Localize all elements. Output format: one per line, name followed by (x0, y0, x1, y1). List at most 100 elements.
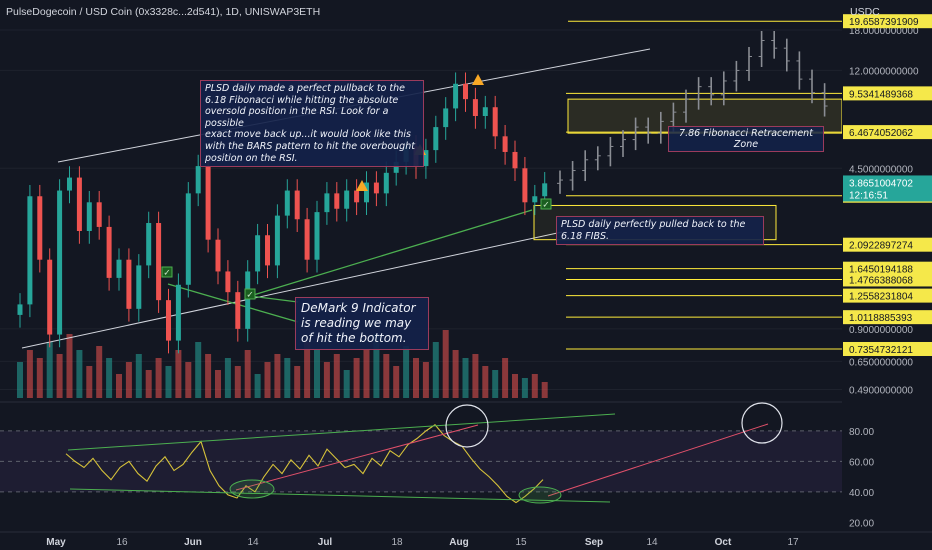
fib-price-label: 1.6450194188 (849, 265, 913, 276)
fib-price-label: 1.4766388068 (849, 275, 913, 286)
warning-signal-icon (472, 74, 484, 85)
candle (472, 99, 478, 117)
buy-signal-marker (540, 198, 552, 210)
rsi-pane (0, 402, 842, 504)
fib-price-tag (843, 86, 932, 101)
volume-bar (274, 354, 281, 398)
currency-label: USDC (850, 6, 880, 18)
rsi-tick-label: 60.00 (849, 457, 874, 468)
check-icon: ✓ (246, 291, 254, 301)
time-tick-label: Aug (449, 537, 468, 548)
candle (522, 168, 528, 203)
volume-bar (106, 358, 113, 398)
candle (57, 190, 63, 335)
fib-price-tag (843, 237, 932, 252)
fib-price-tag (843, 261, 932, 276)
volume-bar (56, 354, 63, 398)
price-tick-label: 0.4900000000 (849, 386, 913, 397)
candle (106, 226, 112, 278)
volume-bar (195, 342, 202, 398)
price-axis[interactable]: 18.0000000000 12.0000000000 4.5000000000 0.… (842, 0, 932, 550)
time-tick-label: Jul (318, 537, 333, 548)
volume-bar (46, 342, 53, 398)
bottom-connector (249, 209, 533, 297)
volume-bar (323, 362, 330, 398)
candle (265, 235, 270, 266)
rsi-lower-trendline (69, 488, 611, 503)
time-tick-label: Sep (585, 537, 603, 548)
volume-bar (36, 358, 43, 398)
rsi-tick-label: 40.00 (849, 488, 874, 499)
check-icon: ✓ (163, 269, 171, 279)
candle (37, 196, 43, 260)
volume-bars (17, 330, 548, 398)
time-axis[interactable]: May 16 Jun 14 Jul 18 Aug 15 Sep 14 Oct 17 (0, 531, 932, 548)
time-tick-label: 14 (247, 537, 259, 548)
price-tick-label: 12.0000000000 (849, 66, 919, 77)
volume-bar (333, 354, 340, 398)
candle (354, 190, 360, 203)
volume-bar (17, 362, 23, 398)
demark-note[interactable]: DeMark 9 Indicator is reading we may of … (295, 297, 429, 350)
volume-bar (422, 362, 429, 398)
volume-bar (353, 358, 360, 398)
volume-bar (175, 350, 182, 398)
candle (284, 190, 290, 216)
candle (364, 182, 369, 203)
candle (294, 190, 300, 220)
volume-bar (76, 350, 83, 398)
volume-bar (373, 334, 380, 398)
candle (205, 166, 211, 240)
volume-bar (234, 366, 241, 398)
volume-bar (314, 350, 320, 398)
fib-price-tag (843, 125, 932, 140)
time-tick-label: 14 (646, 537, 658, 548)
volume-bar (66, 334, 73, 398)
volume-bar (512, 374, 518, 398)
candle (235, 292, 241, 329)
candle (373, 182, 379, 194)
time-tick-label: May (46, 537, 66, 548)
time-tick-label: Oct (715, 537, 732, 548)
volume-bar (462, 358, 469, 398)
fib-price-label: 1.0118885393 (849, 313, 913, 324)
last-price-tag (843, 175, 932, 202)
candle (27, 196, 33, 305)
rsi-projection-line (547, 423, 769, 497)
fib-price-tag (843, 310, 932, 325)
fib-price-tag (843, 288, 932, 303)
rsi-divergence-line (235, 424, 479, 491)
volume-bar (284, 358, 291, 398)
time-tick-label: 16 (116, 537, 128, 548)
volume-bar (531, 374, 538, 398)
time-tick-label: 18 (391, 537, 403, 548)
fibs-note[interactable]: PLSD daily perfectly pulled back to the … (556, 216, 764, 245)
candle (324, 193, 330, 213)
volume-bar (165, 366, 172, 398)
rsi-upper-trendline (67, 413, 616, 451)
signal-markers: ✓ ✓ ✓ (161, 74, 552, 301)
candle (116, 259, 122, 278)
volume-bar (254, 374, 261, 398)
header: PulseDogecoin / USD Coin (0x3328c...2d54… (6, 6, 880, 18)
fib-price-label: 6.4674052062 (849, 128, 913, 139)
volume-bar (205, 354, 212, 398)
volume-bar (343, 370, 350, 398)
fib-price-label: 9.5341489368 (849, 89, 913, 100)
price-tick-label: 0.9000000000 (849, 325, 913, 336)
candle (463, 83, 468, 100)
candle (492, 107, 498, 137)
volume-bar (492, 370, 499, 398)
volume-bar (215, 370, 221, 398)
oversold-highlight (518, 486, 562, 504)
rsi-line (65, 424, 544, 504)
price-tick-label: 0.6500000000 (849, 357, 913, 368)
fib-zone-label[interactable]: 7.86 Fibonacci Retracement Zone (668, 126, 824, 152)
candle (156, 223, 162, 301)
candle (225, 271, 231, 293)
countdown-label: 12:16:51 (849, 190, 888, 201)
pullback-note[interactable]: PLSD daily made a perfect pullback to th… (200, 80, 424, 168)
volume-bar (304, 342, 311, 398)
rsi-band (0, 430, 842, 492)
